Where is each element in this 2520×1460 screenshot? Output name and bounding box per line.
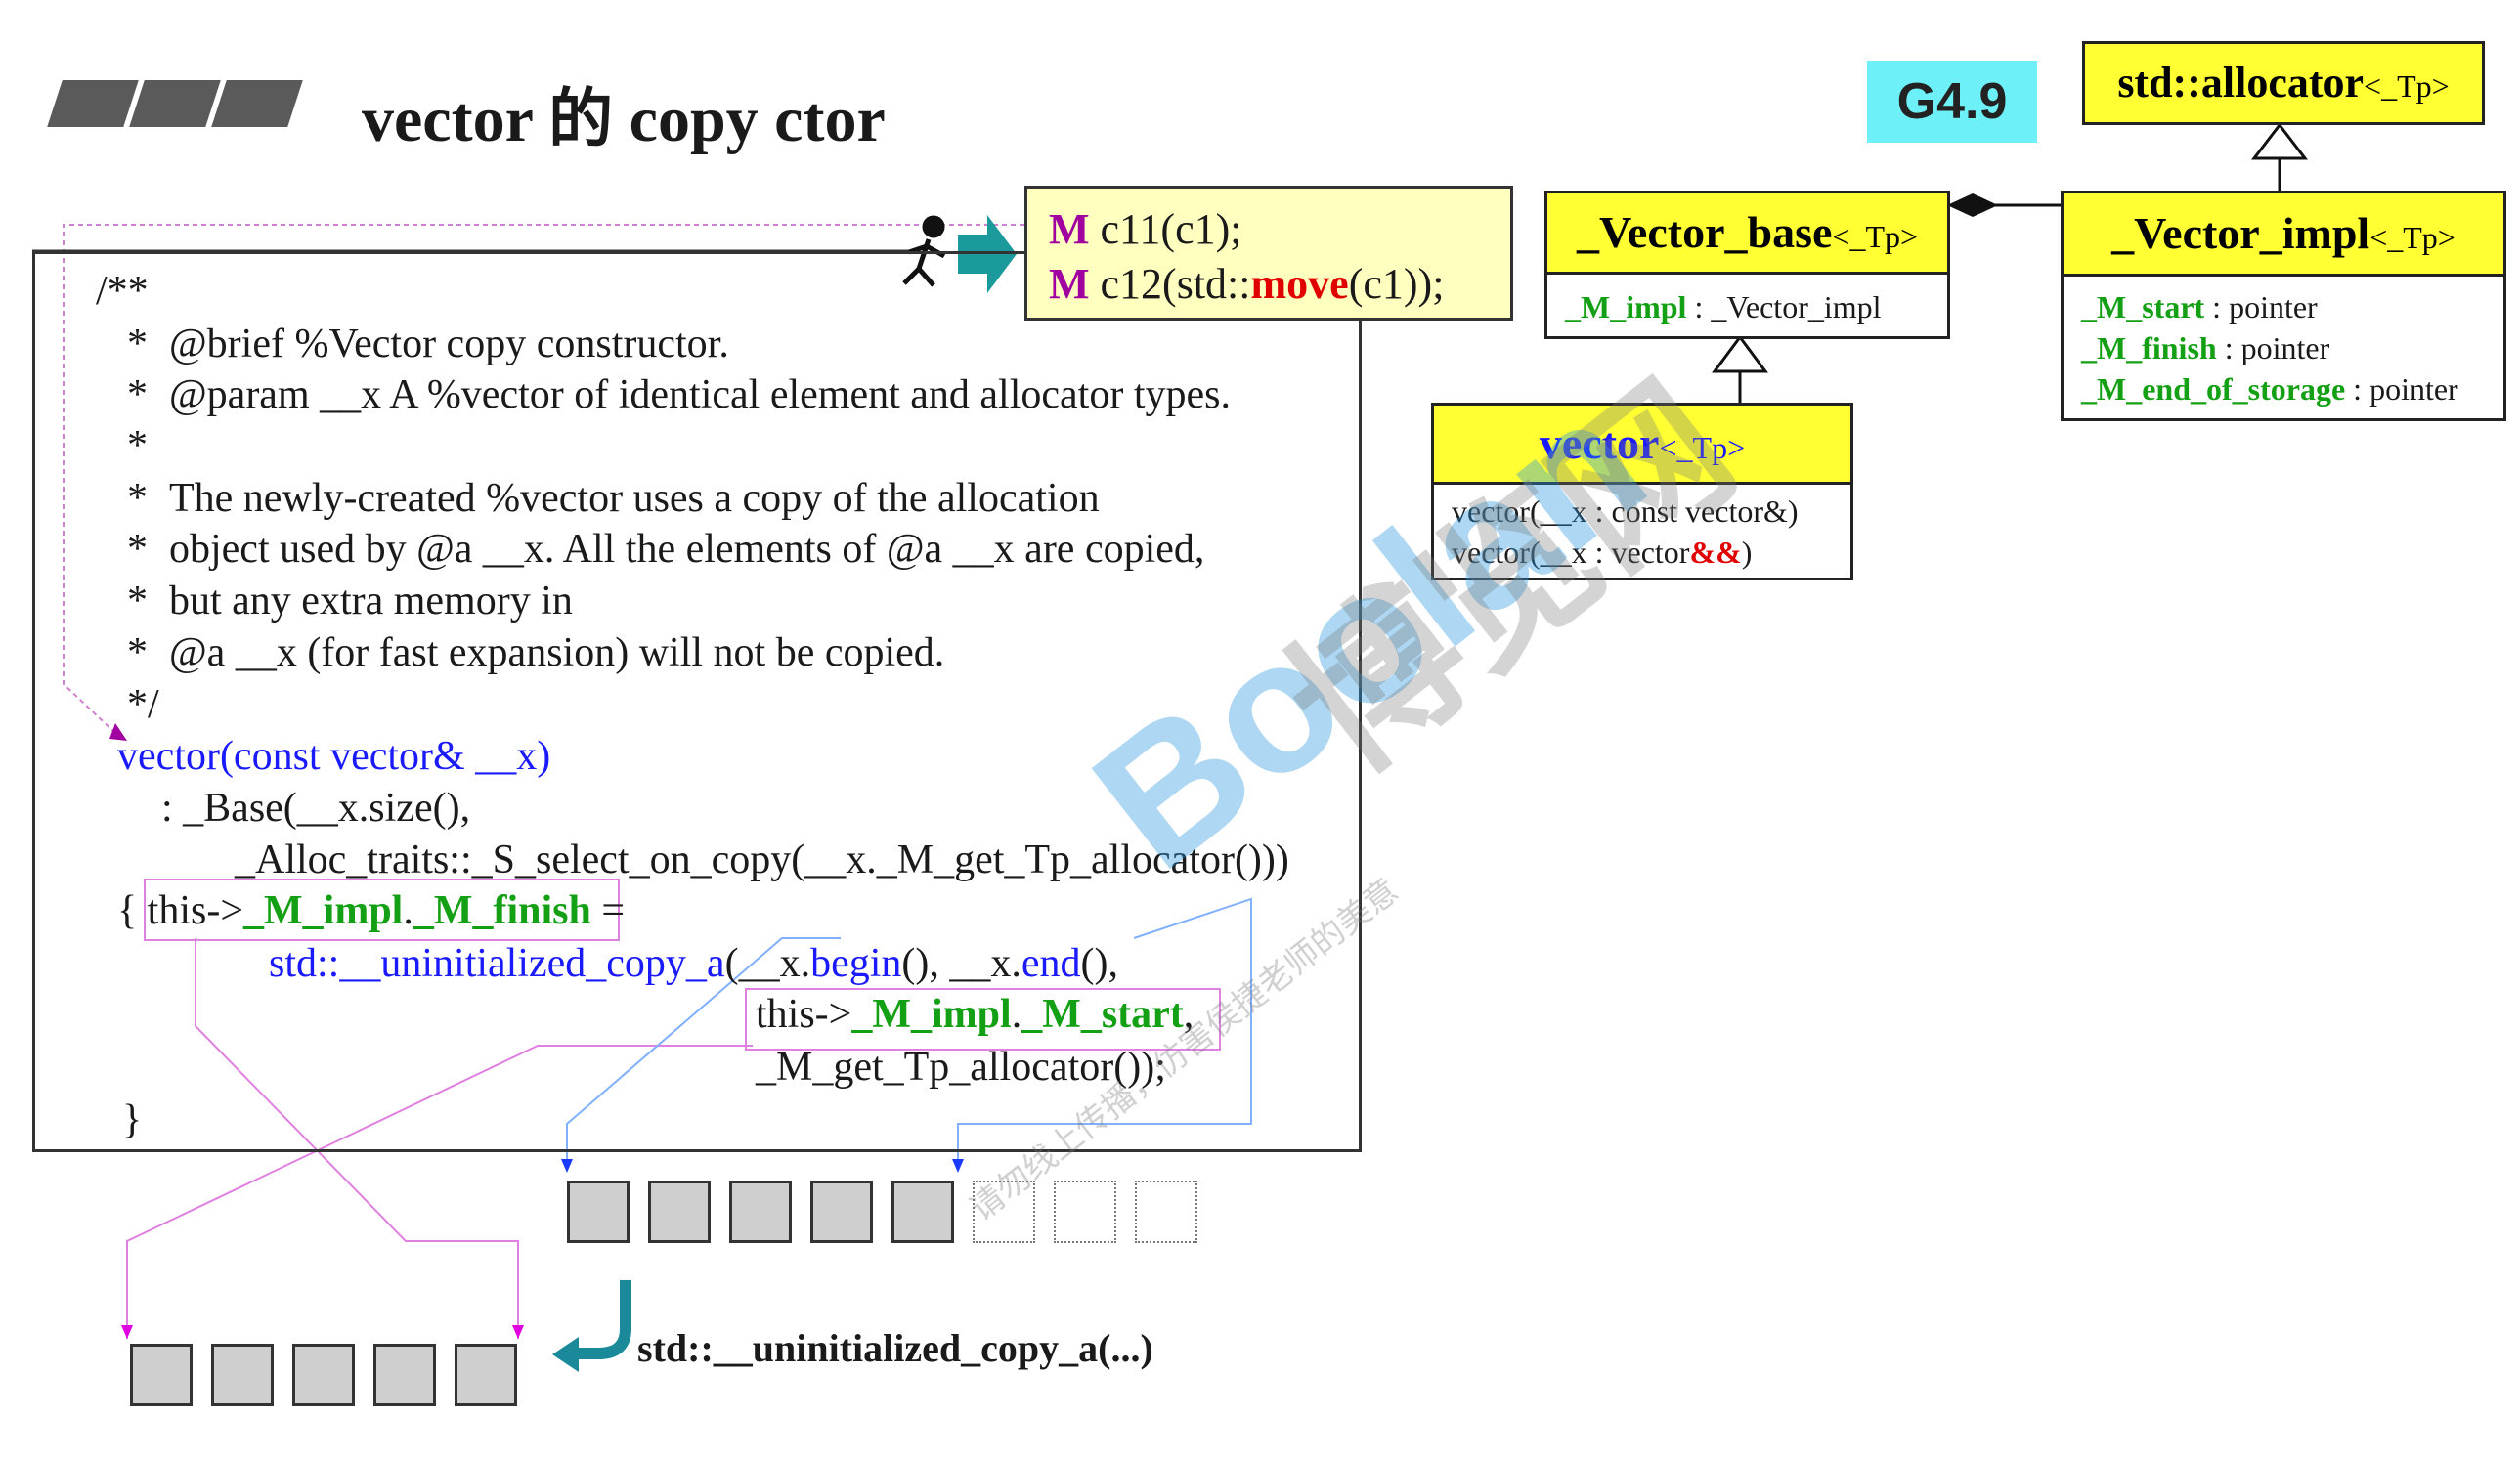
source-cell [567,1181,630,1243]
end-link-line [957,897,1252,1163]
m-start-ref: _M_start [1021,992,1184,1037]
comment-star: * [127,372,148,417]
slide-title: vector 的 copy ctor [362,84,886,155]
uml-vector-base-class: _Vector_base<_Tp> _M_impl : _Vector_impl [1544,191,1950,339]
comment-close: */ [127,682,159,727]
start-arg-line: this->_M_impl._M_start, [756,992,1195,1037]
impl-member-start: _M_start : pointer [2081,289,2318,324]
m-impl-ref-2: _M_impl [851,992,1012,1037]
finish-to-dest-line [195,938,519,1339]
dest-cell [130,1344,193,1406]
alloc-arg-line: _M_get_Tp_allocator()); [756,1045,1166,1090]
base-init-line2: _Alloc_traits::_S_select_on_copy(__x._M_… [235,837,1289,882]
allocator-inherit-triangle [2250,122,2309,160]
comment-param-text: @param __x A %vector of identical elemen… [169,372,1231,417]
start-to-dest-line [126,1045,753,1339]
comment-blank: * [127,422,169,469]
comment-brief: * @brief %Vector copy constructor. [127,321,729,367]
begin-link-line [566,937,841,1163]
finish-assign-line: { this->_M_impl._M_finish = [117,888,626,933]
uml-impl-head: _Vector_impl<_Tp> [2064,193,2503,277]
brace-open: { [117,888,138,933]
code-frame [32,251,1362,1152]
ctor-signature: vector(const vector& __x) [117,734,551,779]
comment-line5: * The newly-created %vector uses a copy o… [127,476,1100,521]
end-arrowhead [952,1159,964,1173]
uninitialized-copy-label: std::__uninitialized_copy_a(...) [637,1326,1153,1370]
magenta-dotted-link [63,224,1024,736]
source-cell [810,1181,873,1243]
uml-impl-members: _M_start : pointer _M_finish : pointer _… [2064,277,2503,415]
example-line-1: M c11(c1); [1049,205,1242,253]
comment-star: * [127,423,148,468]
begin-call: begin [810,941,902,986]
brace-close: } [122,1097,143,1142]
vector-move-ctor: vector(__x : vector&&) [1452,535,1753,570]
uml-allocator-class: std::allocator<_Tp> [2082,41,2485,125]
base-init-line1: : _Base(__x.size(), [161,786,471,831]
comment-line7: * but any extra memory in [127,579,573,623]
dest-arrow-right [512,1325,524,1339]
comment-star: * [127,630,148,675]
start-highlight-box [745,988,1221,1051]
impl-member-end-of-storage: _M_end_of_storage : pointer [2081,371,2458,407]
vector-copy-ctor: vector(__x : const vector&) [1452,494,1799,529]
comment-star: * [127,476,148,521]
uml-allocator-head: std::allocator<_Tp> [2085,44,2482,122]
uninit-copy-func: std::__uninitialized_copy_a [269,941,725,986]
runner-icon [902,215,946,287]
finish-highlight-box [144,879,620,941]
dest-cell [455,1344,517,1406]
dest-cell [211,1344,274,1406]
comment-star: * [127,527,148,572]
begin-arrowhead [561,1159,573,1173]
teal-arrow [958,215,1017,293]
source-cell [729,1181,792,1243]
source-cell [891,1181,954,1243]
version-badge: G4.9 [1867,61,2037,143]
dest-arrow-left [121,1325,133,1339]
uninit-copy-call: std::__uninitialized_copy_a(__x.begin(),… [269,941,1119,986]
source-cell [648,1181,711,1243]
composition-diamond [1947,193,1998,217]
return-arrow-icon [577,1280,631,1359]
this-arrow: this-> [147,888,244,933]
uml-vector-members: vector(__x : const vector&) vector(__x :… [1434,485,1850,579]
example-line-2: M c12(std::move(c1)); [1049,260,1445,308]
comment-param: * @param __x A %vector of identical eleme… [127,371,1231,418]
m-finish-ref: _M_finish [413,888,591,933]
comment-star: * [127,579,148,623]
impl-member-finish: _M_finish : pointer [2081,330,2330,365]
move-keyword: move [1250,260,1349,308]
uml-vector-class: vector<_Tp> vector(__x : const vector&) … [1431,403,1853,580]
source-cell-empty [1135,1181,1197,1243]
comment-line8: * @a __x (for fast expansion) will not be… [127,630,945,675]
dest-cell [373,1344,436,1406]
usage-example-box: M c11(c1); M c12(std::move(c1)); [1024,186,1513,321]
uml-base-head: _Vector_base<_Tp> [1547,193,1947,275]
m-impl-ref: _M_impl [243,888,404,933]
comment-star: * [127,322,148,366]
comment-brief-text: @brief %Vector copy constructor. [169,322,729,366]
uml-base-members: _M_impl : _Vector_impl [1565,289,1882,324]
uml-vector-impl-class: _Vector_impl<_Tp> _M_start : pointer _M_… [2061,191,2506,421]
magenta-arrowhead [109,723,127,741]
comment-open: /** [96,269,149,314]
end-call: end [1021,941,1081,986]
base-inherit-triangle [1712,334,1768,373]
dest-cell [292,1344,355,1406]
comment-line6: * object used by @a __x. All the elements… [127,527,1205,572]
uml-vector-head: vector<_Tp> [1434,406,1850,485]
source-cell-empty [973,1181,1035,1243]
source-cell-empty [1054,1181,1116,1243]
